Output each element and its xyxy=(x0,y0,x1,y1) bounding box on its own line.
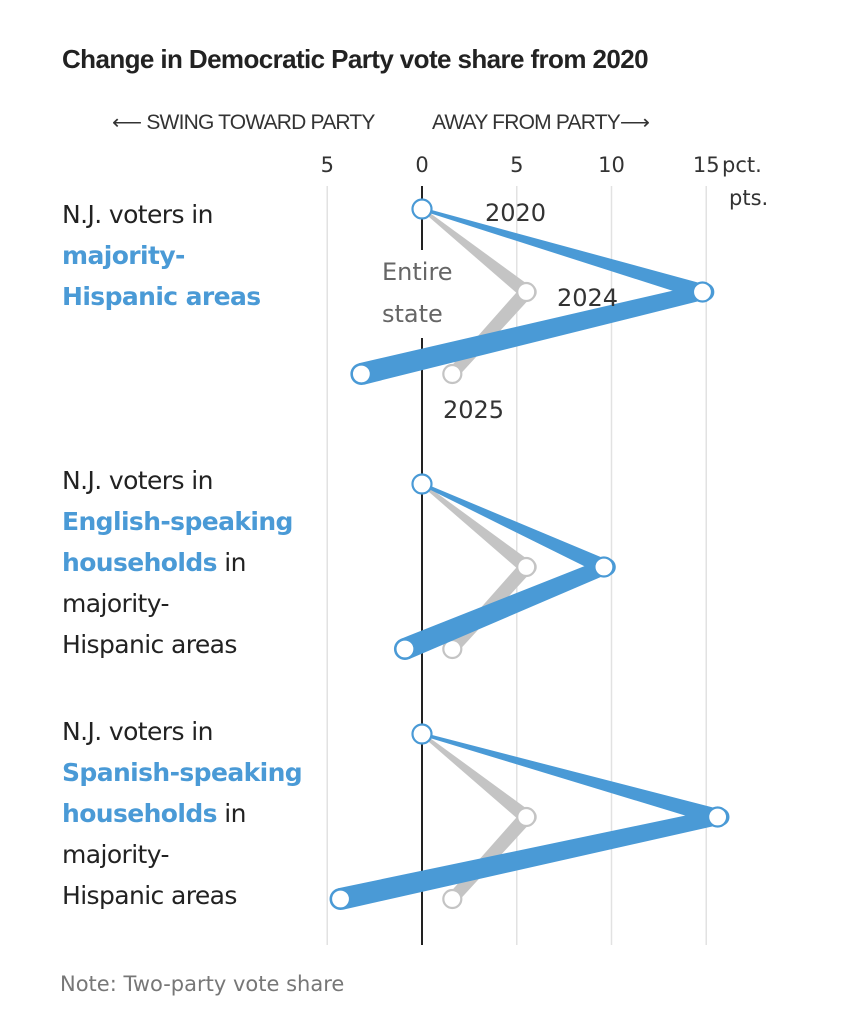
panel-label-1: N.J. voters in majority- Hispanic areas xyxy=(62,194,322,317)
group-3-point-2020 xyxy=(411,723,433,745)
highlighted-label-text: Hispanic areas xyxy=(62,282,261,311)
highlighted-label-text: households xyxy=(62,548,218,577)
chart-note: Note: Two-party vote share xyxy=(60,972,345,996)
group-1-segment-2020-2024 xyxy=(421,207,705,300)
x-tick-label: 5 xyxy=(321,153,334,177)
group-3-series xyxy=(329,723,730,910)
group-2-point-2024 xyxy=(593,556,615,578)
x-tick-label: 15 xyxy=(693,153,720,177)
group-3-segment-2020-2024 xyxy=(421,732,720,825)
x-tick-label: 10 xyxy=(598,153,625,177)
label-text: majority- xyxy=(62,589,170,618)
entire-state-point-2025 xyxy=(442,888,463,910)
group-1-point-2025 xyxy=(350,363,372,385)
year-label-2024: 2024 xyxy=(557,284,618,312)
entire-state-segment-2020-2024 xyxy=(421,207,531,298)
group-2-point-2025 xyxy=(394,638,416,660)
swing-toward-label: ⟵ SWING TOWARD PARTY xyxy=(112,111,375,134)
x-unit-label: pts. xyxy=(729,186,768,210)
year-label-2025: 2025 xyxy=(443,396,504,424)
x-unit-label: pct. xyxy=(722,153,762,177)
entire-state-point-2024 xyxy=(516,556,537,578)
x-tick-label: 0 xyxy=(415,153,428,177)
label-text: in xyxy=(216,799,246,828)
highlighted-label-text: majority- xyxy=(62,241,185,270)
group-1-point-2020 xyxy=(411,198,433,220)
group-2-point-2020 xyxy=(411,473,433,495)
chart-title: Change in Democratic Party vote share fr… xyxy=(62,44,649,74)
away-from-label: AWAY FROM PARTY⟶ xyxy=(432,111,650,134)
panel-label-3: N.J. voters in Spanish-speaking households… xyxy=(62,711,322,916)
highlighted-label-text: households xyxy=(62,799,218,828)
label-text: Hispanic areas xyxy=(62,630,237,659)
entire-state-point-2025 xyxy=(442,363,463,385)
panel-label-2: N.J. voters in English-speaking households… xyxy=(62,460,322,665)
x-tick-label: 5 xyxy=(510,153,523,177)
group-2-series xyxy=(393,473,616,660)
entire-state-point-2024 xyxy=(516,281,537,303)
label-text: N.J. voters in xyxy=(62,717,213,746)
entire-state-label: Entire xyxy=(382,258,453,286)
entire-state-segment-2020-2024 xyxy=(421,732,531,823)
label-text: in xyxy=(216,548,246,577)
highlighted-label-text: Spanish-speaking xyxy=(62,758,303,787)
entire-state-segment-2020-2024 xyxy=(421,482,531,573)
group-3-point-2024 xyxy=(707,806,729,828)
year-label-2020: 2020 xyxy=(485,199,546,227)
label-text: N.J. voters in xyxy=(62,200,213,229)
label-text: majority- xyxy=(62,840,170,869)
entire-state-label: state xyxy=(382,300,443,328)
entire-state-point-2024 xyxy=(516,806,537,828)
label-text: Hispanic areas xyxy=(62,881,237,910)
label-text: N.J. voters in xyxy=(62,466,213,495)
group-1-point-2024 xyxy=(691,281,714,303)
group-3-point-2025 xyxy=(329,888,352,910)
group-1-series xyxy=(350,198,715,385)
group-2-segment-2020-2024 xyxy=(421,482,608,575)
group-3-segment-2024-2025 xyxy=(338,809,720,910)
group-1-segment-2024-2025 xyxy=(358,284,705,385)
highlighted-label-text: English-speaking xyxy=(62,507,293,536)
group-2-segment-2024-2025 xyxy=(400,559,607,660)
